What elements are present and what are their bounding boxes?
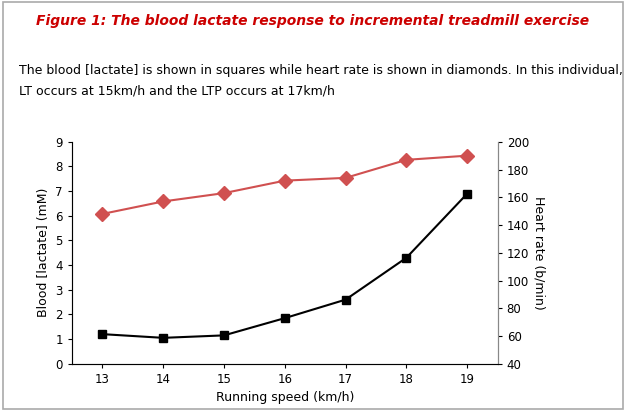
Y-axis label: Heart rate (b/min): Heart rate (b/min): [533, 196, 546, 309]
Text: The blood [lactate] is shown in squares while heart rate is shown in diamonds. I: The blood [lactate] is shown in squares …: [19, 64, 626, 77]
Y-axis label: Blood [lactate] (mM): Blood [lactate] (mM): [37, 188, 50, 317]
Text: LT occurs at 15km/h and the LTP occurs at 17km/h: LT occurs at 15km/h and the LTP occurs a…: [19, 84, 335, 97]
X-axis label: Running speed (km/h): Running speed (km/h): [215, 391, 354, 404]
Text: Figure 1: The blood lactate response to incremental treadmill exercise: Figure 1: The blood lactate response to …: [36, 14, 590, 28]
